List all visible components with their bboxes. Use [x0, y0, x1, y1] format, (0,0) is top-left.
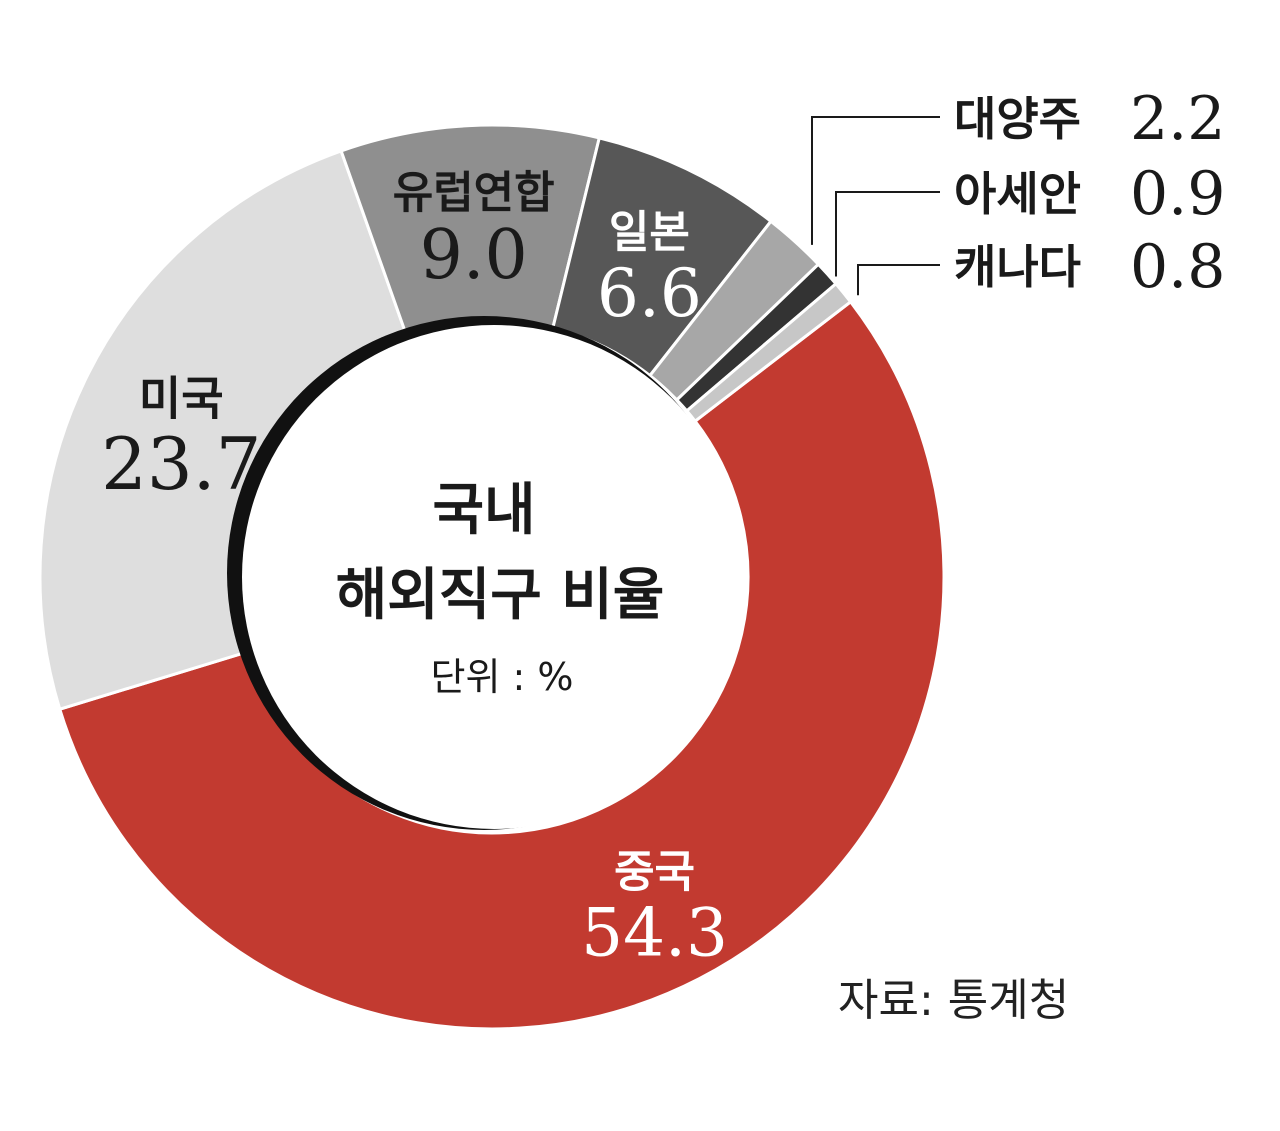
slice-캐나다	[684, 281, 853, 424]
callout-value: 0.9	[1130, 159, 1225, 229]
slice-label-value: 6.6	[597, 255, 702, 332]
slice-label-category: 중국	[614, 847, 695, 898]
callout-labels: 대양주 2.2 아세안 0.9 캐나다 0.8	[811, 84, 1225, 302]
center-title-line-1: 국내	[432, 478, 535, 543]
slice-label-category: 미국	[139, 371, 224, 425]
callout-value: 0.8	[1130, 232, 1225, 302]
slice-label-value: 23.7	[101, 422, 261, 506]
callout-category: 대양주	[954, 92, 1081, 146]
callout-leader-line	[835, 191, 940, 277]
donut-hole	[227, 316, 746, 830]
callout-leader-line	[811, 116, 940, 245]
slice-label-value: 9.0	[420, 216, 528, 295]
callout-leader-line	[857, 264, 940, 296]
inner-face	[242, 325, 746, 829]
center-title-line-2: 해외직구 비율	[336, 563, 665, 628]
slice-label-value: 54.3	[581, 894, 728, 971]
slice-label-category: 유럽연합	[393, 167, 555, 218]
unit-label: 단위 : %	[431, 655, 574, 699]
slice-label-category: 일본	[609, 207, 690, 258]
callout-value: 2.2	[1130, 84, 1225, 154]
source-note: 자료: 통계청	[838, 975, 1069, 1026]
donut-slices	[38, 123, 946, 1031]
callout-category: 아세안	[954, 167, 1081, 221]
center-title-group: 국내 해외직구 비율 단위 : %	[336, 478, 665, 699]
slice-중국	[57, 299, 946, 1031]
callout-category: 캐나다	[954, 240, 1081, 294]
